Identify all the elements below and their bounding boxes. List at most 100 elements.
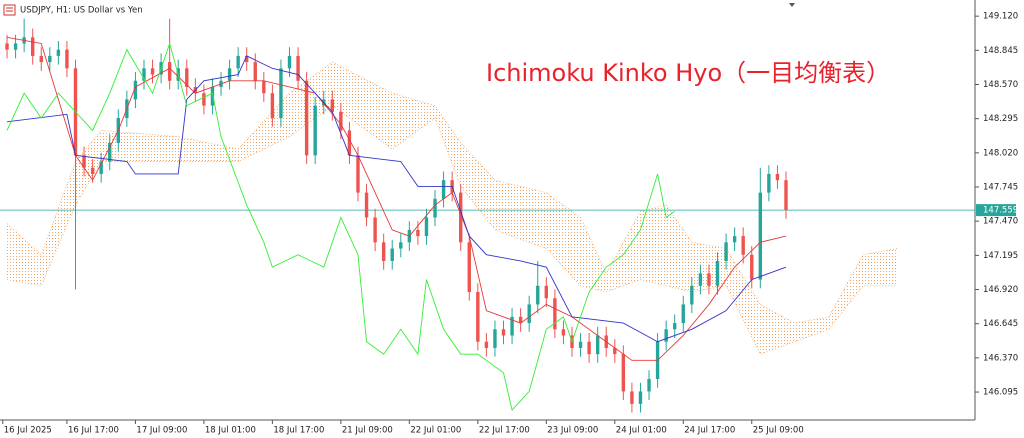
candle-body — [758, 192, 763, 280]
candle-body — [399, 242, 403, 249]
y-tick-label: 146.370 — [983, 353, 1018, 363]
candle-body — [65, 49, 69, 69]
candle-body — [561, 329, 566, 336]
candle-body — [518, 316, 523, 324]
candle-body — [347, 130, 352, 156]
candle-body — [493, 329, 497, 348]
candle-body — [245, 55, 249, 63]
candle-body — [647, 378, 651, 392]
y-tick-label: 146.645 — [983, 319, 1018, 329]
y-tick-label: 146.920 — [983, 285, 1018, 295]
candle-body — [707, 273, 711, 286]
candle-body — [715, 260, 720, 286]
annotation: Ichimoku Kinko Hyo（一目均衡表） — [486, 59, 890, 87]
candle-body — [664, 329, 668, 342]
candle-body — [99, 161, 103, 174]
candle-body — [296, 55, 300, 81]
x-tick-label: 18 Jul 17:00 — [273, 426, 324, 436]
candle-body — [313, 105, 317, 156]
candle-body — [476, 292, 480, 342]
cloud-fill — [7, 62, 898, 355]
candle-body — [210, 86, 215, 106]
candle-body — [681, 304, 685, 324]
candle-body — [13, 43, 18, 50]
x-tick-label: 16 Jul 17:00 — [68, 426, 119, 436]
x-tick-label: 24 Jul 01:00 — [616, 426, 667, 436]
y-tick-label: 147.470 — [983, 217, 1018, 227]
x-tick-label: 25 Jul 09:00 — [753, 426, 804, 436]
candle-body — [390, 248, 394, 261]
candle-body — [441, 180, 446, 199]
candle-body — [621, 354, 626, 392]
x-tick-label: 17 Jul 09:00 — [136, 426, 187, 436]
x-tick-label: 24 Jul 17:00 — [684, 426, 735, 436]
candle-body — [330, 99, 335, 112]
candle-body — [732, 236, 737, 243]
candle-body — [775, 173, 780, 181]
candle-body — [767, 173, 771, 193]
candle-body — [553, 298, 557, 330]
candle-body — [304, 80, 309, 156]
last-price-box — [976, 204, 1016, 217]
candle-body — [364, 192, 369, 218]
candle-body — [459, 192, 463, 243]
candle-body — [741, 236, 745, 255]
candle-body — [587, 341, 591, 355]
scroll-marker[interactable] — [789, 3, 795, 7]
candle-body — [433, 198, 437, 218]
candle-body — [202, 93, 206, 106]
candle-body — [424, 217, 429, 237]
candle-body — [108, 142, 112, 162]
candle-body — [630, 391, 634, 404]
candle-body — [501, 329, 506, 336]
y-tick-label: 148.295 — [983, 114, 1018, 124]
x-tick-label: 23 Jul 09:00 — [547, 426, 598, 436]
candle-body — [381, 242, 386, 261]
candle-body — [253, 62, 257, 81]
candle-body — [690, 285, 694, 305]
span-b — [6, 105, 898, 355]
candle-body — [536, 285, 540, 305]
candle-body — [339, 111, 343, 131]
candle-body — [56, 49, 61, 56]
y-tick-label: 148.845 — [983, 46, 1018, 56]
candle-body — [510, 316, 514, 336]
candle-body — [613, 347, 617, 355]
y-tick-label: 148.020 — [983, 148, 1018, 158]
candle-body — [82, 155, 86, 168]
y-tick-label: 149.120 — [983, 12, 1018, 22]
candle-body — [90, 167, 95, 174]
candle-body — [595, 335, 600, 355]
x-tick-label: 21 Jul 09:00 — [342, 426, 393, 436]
candle-body — [484, 341, 489, 348]
candle-body — [5, 43, 9, 50]
x-tick-label: 18 Jul 01:00 — [205, 426, 256, 436]
candle-body — [673, 323, 677, 330]
candle-body — [698, 273, 703, 286]
candle-body — [750, 254, 754, 280]
candle-body — [784, 180, 788, 211]
candle-body — [638, 391, 643, 404]
candle-body — [142, 68, 146, 81]
candle-body — [185, 68, 189, 87]
candle-body — [467, 242, 471, 293]
candle-body — [279, 68, 283, 119]
candle-body — [373, 217, 377, 243]
plot-area — [0, 18, 975, 413]
y-tick-label: 148.570 — [983, 80, 1018, 90]
last-price-label: 147.559 — [983, 206, 1018, 216]
candle-body — [30, 37, 35, 56]
candle-body — [287, 55, 292, 69]
candle-body — [416, 229, 420, 237]
span-a — [6, 61, 898, 324]
candle-body — [236, 55, 240, 69]
indicator-line — [6, 41, 675, 411]
candle-body — [39, 55, 43, 63]
indicator-line — [6, 36, 787, 361]
candle-body — [356, 155, 360, 193]
candle-body — [270, 93, 275, 119]
x-tick-label: 16 Jul 2025 — [4, 426, 52, 436]
candle-body — [150, 68, 155, 75]
candle-body — [262, 80, 266, 94]
